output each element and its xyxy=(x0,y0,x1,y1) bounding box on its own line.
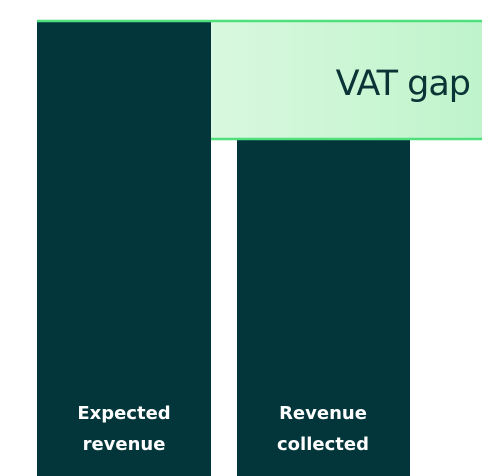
bar-label: Expected xyxy=(77,403,170,424)
bar-label: collected xyxy=(277,434,369,455)
collected-bar xyxy=(237,140,410,476)
expected-bar xyxy=(37,20,211,476)
gap-band xyxy=(211,20,482,140)
gap-label: VAT gap xyxy=(336,64,470,104)
bar-label: Revenue xyxy=(279,403,367,424)
bar-label: revenue xyxy=(83,434,166,455)
